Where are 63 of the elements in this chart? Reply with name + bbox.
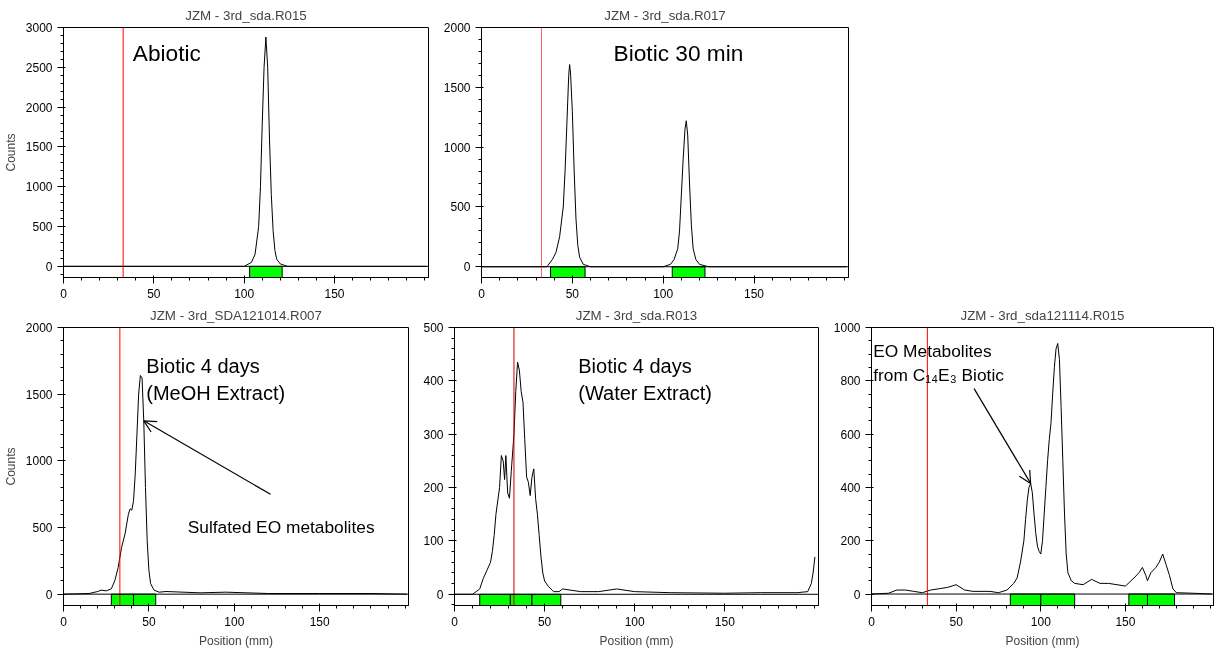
x-tick-label: 100	[224, 614, 245, 629]
x-axis-title: Position (mm)	[599, 633, 674, 648]
y-tick-label: 500	[32, 220, 53, 235]
y-tick-label: 1000	[443, 140, 471, 155]
x-tick-label: 150	[324, 286, 345, 301]
annotation: Biotic 4 days (MeOH Extract)	[146, 355, 286, 404]
y-tick-label: 2000	[25, 100, 53, 115]
x-tick-label: 50	[142, 614, 156, 629]
annotation: Sulfated EO metabolites	[187, 516, 375, 537]
y-tick-label: 200	[840, 534, 861, 549]
chart-title: JZM - 3rd_sda.R013	[575, 307, 698, 323]
chart-title: JZM - 3rd_sda.R017	[604, 7, 726, 23]
y-tick-label: 500	[450, 200, 471, 215]
x-tick-label: 50	[565, 286, 580, 301]
y-tick-label: 1500	[25, 387, 53, 402]
y-tick-label: 300	[423, 427, 444, 442]
x-tick-label: 150	[744, 286, 765, 301]
y-tick-label: 0	[45, 259, 53, 274]
y-tick-label: 0	[463, 260, 471, 275]
y-tick-label: 0	[45, 587, 53, 602]
y-tick-label: 500	[32, 521, 53, 535]
y-tick-label: 2500	[25, 60, 53, 75]
x-tick-label: 150	[714, 614, 736, 629]
annotation: Biotic 30 min	[613, 40, 744, 66]
x-tick-label: 0	[478, 286, 486, 301]
x-tick-label: 0	[60, 614, 68, 629]
chart-title: JZM - 3rd_sda121114.R015	[960, 307, 1125, 323]
y-axis-title: Counts	[3, 133, 18, 172]
y-tick-label: 100	[423, 534, 444, 549]
y-tick-label: 1500	[443, 80, 471, 95]
x-tick-label: 150	[1115, 614, 1136, 629]
annotation: Biotic 4 days (Water Extract)	[578, 355, 712, 404]
y-tick-label: 1000	[25, 180, 53, 195]
y-tick-label: 0	[853, 587, 861, 602]
x-tick-label: 50	[537, 614, 552, 629]
y-tick-label: 0	[436, 587, 444, 602]
y-tick-label: 500	[423, 321, 444, 335]
y-tick-label: 1000	[833, 321, 861, 335]
y-tick-label: 400	[840, 480, 861, 495]
chart-title: JZM - 3rd_sda.R015	[185, 7, 307, 23]
x-tick-label: 0	[60, 286, 68, 301]
x-tick-label: 100	[1030, 614, 1052, 629]
x-tick-label: 0	[868, 614, 876, 629]
y-tick-label: 3000	[25, 21, 53, 35]
y-tick-label: 1500	[25, 140, 53, 155]
x-axis-title: Position (mm)	[199, 633, 274, 648]
y-tick-label: 2000	[25, 321, 53, 335]
y-tick-label: 1000	[25, 454, 53, 469]
x-tick-label: 50	[147, 286, 161, 301]
y-tick-label: 400	[423, 374, 444, 389]
y-axis-title: Counts	[3, 447, 18, 486]
y-tick-label: 200	[423, 481, 444, 496]
y-tick-label: 800	[840, 374, 861, 389]
y-tick-label: 2000	[443, 21, 471, 35]
x-tick-label: 100	[234, 286, 255, 301]
chart-title: JZM - 3rd_SDA121014.R007	[150, 307, 322, 323]
x-tick-label: 50	[949, 614, 964, 629]
y-tick-label: 600	[840, 427, 861, 442]
x-axis-title: Position (mm)	[1005, 633, 1080, 648]
annotation: Abiotic	[132, 40, 201, 66]
x-tick-label: 100	[653, 286, 674, 301]
x-tick-label: 100	[624, 614, 646, 629]
x-tick-label: 150	[309, 614, 331, 629]
